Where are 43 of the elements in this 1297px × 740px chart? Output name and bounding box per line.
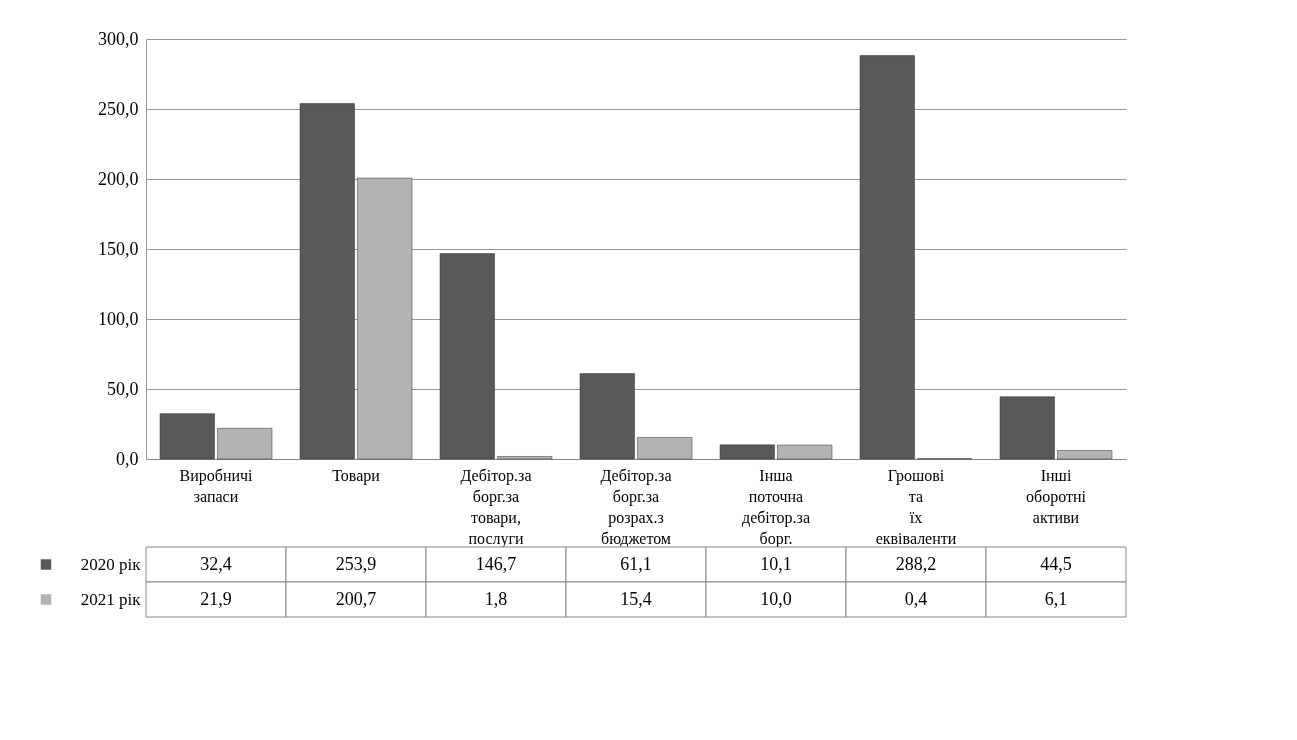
bar xyxy=(357,177,413,460)
y-tick-label: 150,0 xyxy=(98,238,139,259)
x-tick-label: Виробничі запаси xyxy=(179,466,254,505)
legend-label: 2021 рік xyxy=(80,589,142,609)
bar xyxy=(299,103,355,460)
y-tick-label: 0,0 xyxy=(116,448,139,469)
legend-label: 2020 рік xyxy=(80,554,142,574)
y-tick-label: 300,0 xyxy=(98,28,139,49)
bar xyxy=(999,396,1055,460)
data-label: 32,4 xyxy=(200,553,232,574)
data-label: 1,8 xyxy=(484,588,508,609)
x-tick-label: Грошові та їх еквіваленти xyxy=(875,466,957,547)
bar xyxy=(497,456,553,460)
x-tick-label: Інша поточна дебітор.за борг. xyxy=(741,466,811,548)
bar xyxy=(1057,450,1113,460)
x-tick-label: Дебітор.за борг.за товари, послуги xyxy=(460,466,532,548)
data-label: 44,5 xyxy=(1040,553,1072,574)
data-label: 15,4 xyxy=(620,588,652,609)
bar xyxy=(859,55,915,460)
x-tick-label: Товари xyxy=(332,466,381,485)
y-tick-label: 50,0 xyxy=(107,378,139,399)
data-label: 10,0 xyxy=(760,588,792,609)
data-label: 146,7 xyxy=(475,553,517,574)
y-tick-label: 100,0 xyxy=(98,308,139,329)
y-tick-label: 250,0 xyxy=(98,98,139,119)
data-label: 0,4 xyxy=(904,588,928,609)
data-label: 21,9 xyxy=(200,588,232,609)
bar xyxy=(579,373,635,460)
x-tick-label: Інші оборотні активи xyxy=(1026,466,1087,526)
x-tick-label: Дебітор.за борг.за розрах.з бюджетом xyxy=(600,466,672,548)
data-label: 200,7 xyxy=(335,588,377,609)
bar xyxy=(637,437,693,460)
bar xyxy=(439,253,495,460)
data-label: 253,9 xyxy=(335,553,377,574)
data-label: 288,2 xyxy=(895,553,937,574)
bar xyxy=(719,444,775,460)
y-tick-label: 200,0 xyxy=(98,168,139,189)
bar xyxy=(159,413,215,460)
data-label: 6,1 xyxy=(1044,588,1068,609)
data-label: 10,1 xyxy=(760,553,792,574)
bar xyxy=(777,444,833,460)
bar xyxy=(217,428,273,460)
data-label: 61,1 xyxy=(620,553,652,574)
